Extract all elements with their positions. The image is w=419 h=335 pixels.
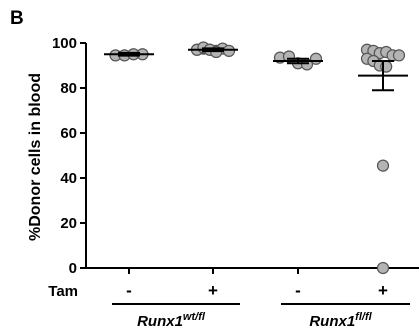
data-point [309, 52, 323, 65]
genotype-superscript: wt/fl [183, 311, 206, 323]
y-tick-label: 20 [60, 215, 77, 232]
genotype-superscript: fl/fl [355, 311, 372, 323]
genotype-name: Runx1 [137, 313, 183, 330]
genotype-label: Runx1wt/fl [137, 311, 206, 330]
y-tick-label: 0 [69, 260, 77, 277]
panel-label: B [10, 8, 24, 29]
genotype-label: Runx1fl/fl [309, 311, 372, 330]
tam-sign: - [126, 281, 132, 300]
data-point [222, 44, 236, 57]
data-points [109, 41, 406, 275]
data-point [392, 49, 406, 62]
y-tick-label: 100 [52, 35, 77, 52]
y-tick-label: 40 [60, 170, 77, 187]
data-point [376, 159, 390, 172]
data-point [376, 261, 390, 275]
mean-sem-bars [104, 47, 408, 92]
genotype-labels: Runx1wt/fl Runx1fl/fl [112, 303, 410, 330]
axes: 0 20 40 60 80 100 [52, 35, 419, 277]
tam-sign: - [295, 281, 301, 300]
tam-row-label: Tam [48, 283, 78, 300]
tam-sign: + [208, 281, 218, 300]
genotype-name: Runx1 [309, 313, 355, 330]
y-axis-label: %Donor cells in blood [27, 73, 44, 241]
y-tick-label: 80 [60, 80, 77, 97]
tam-signs: - + - + [126, 281, 388, 300]
tam-sign: + [378, 281, 388, 300]
y-tick-label: 60 [60, 125, 77, 142]
